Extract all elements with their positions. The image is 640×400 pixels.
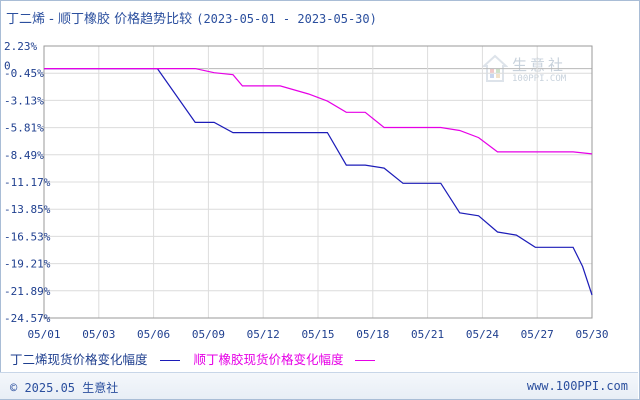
x-tick-label: 05/18 [356, 328, 389, 341]
legend-label-butadiene: 丁二烯现货价格变化幅度 [10, 352, 148, 367]
legend-swatch-butadiene [159, 360, 180, 361]
y-tick-label: -24.57% [4, 312, 51, 325]
x-tick-label: 05/03 [82, 328, 115, 341]
y-tick-label: -21.89% [4, 285, 51, 298]
legend-item-br-rubber: 顺丁橡胶现货价格变化幅度 [193, 349, 376, 368]
y-tick-label: -8.49% [4, 149, 44, 162]
y-tick-label: -13.85% [4, 203, 51, 216]
footer-bar: © 2025.05 生意社 www.100PPI.com [0, 372, 638, 399]
copyright-text: © 2025.05 生意社 [10, 381, 119, 395]
x-tick-label: 05/09 [192, 328, 225, 341]
watermark-url: 100PPI.COM [512, 74, 567, 84]
y-zero-label: 0 [4, 60, 11, 73]
site-link[interactable]: www.100PPI.com [526, 379, 628, 393]
y-tick-label: -16.53% [4, 230, 51, 243]
chart-title: 丁二烯 - 顺丁橡胶 价格趋势比较 (2023-05-01 - 2023-05-… [6, 8, 377, 27]
y-tick-label: -0.45% [4, 67, 44, 80]
x-tick-label: 05/12 [247, 328, 280, 341]
plot-area-border [43, 45, 593, 319]
y-tick-label: -5.81% [4, 122, 44, 135]
y-tick-label: -11.17% [4, 176, 51, 189]
x-tick-label: 05/30 [575, 328, 608, 341]
chart-title-main: 丁二烯 - 顺丁橡胶 价格趋势比较 [6, 12, 193, 27]
x-tick-label: 05/21 [411, 328, 444, 341]
y-tick-label: -3.13% [4, 94, 44, 107]
y-tick-label: 2.23% [4, 40, 37, 53]
x-tick-label: 05/27 [521, 328, 554, 341]
y-tick-label: -19.21% [4, 258, 51, 271]
chart-legend: 丁二烯现货价格变化幅度 顺丁橡胶现货价格变化幅度 [10, 349, 385, 368]
grid-layer [43, 45, 593, 319]
x-tick-label: 05/01 [27, 328, 60, 341]
axis-layer [43, 45, 593, 319]
series-line-1 [44, 68, 593, 155]
series-line-0 [44, 68, 593, 296]
legend-swatch-br-rubber [355, 360, 376, 361]
chart-date-range: (2023-05-01 - 2023-05-30) [196, 12, 377, 26]
legend-label-br-rubber: 顺丁橡胶现货价格变化幅度 [193, 352, 344, 367]
tick-label-layer: 2.23% -0.45% -3.13% -5.81% -8.49% -11.17% -13.… [4, 40, 609, 341]
series-layer [44, 68, 593, 296]
x-tick-label: 05/24 [466, 328, 499, 341]
x-tick-label: 05/15 [301, 328, 334, 341]
legend-item-butadiene: 丁二烯现货价格变化幅度 [10, 349, 180, 368]
house-logo-icon [481, 54, 509, 82]
x-tick-label: 05/06 [137, 328, 170, 341]
